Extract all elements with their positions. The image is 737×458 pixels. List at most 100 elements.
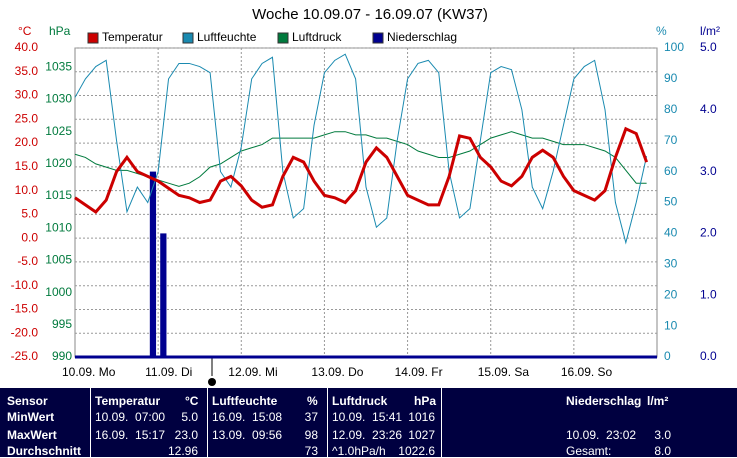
header: °C <box>185 394 199 408</box>
y-tick-label: 1035 <box>45 59 72 73</box>
table-cell: 12.09. 23:26 <box>332 428 403 442</box>
axis-unit: % <box>656 24 667 38</box>
header: Temperatur <box>95 394 161 408</box>
y-tick-label: 40.0 <box>15 40 39 54</box>
y-tick-label: 1.0 <box>700 287 717 301</box>
y-tick-label: 100 <box>664 40 684 54</box>
table-cell: 73 <box>304 444 318 458</box>
y-tick-label: 1005 <box>45 253 72 267</box>
rain-bar <box>149 171 157 357</box>
table-cell: 1022.6 <box>398 444 435 458</box>
y-tick-label: 20.0 <box>15 135 39 149</box>
legend-swatch <box>182 32 194 44</box>
x-tick-label: 13.09. Do <box>311 365 363 379</box>
legend-swatch <box>372 32 384 44</box>
chart-title: Woche 10.09.07 - 16.09.07 (KW37) <box>252 6 488 23</box>
table-cell: 16.09. 15:08 <box>212 410 283 424</box>
header: Luftfeuchte <box>212 394 278 408</box>
y-tick-label: 5.0 <box>21 207 38 221</box>
y-tick-label: 20 <box>664 287 678 301</box>
table-cell: 37 <box>304 410 318 424</box>
y-tick-label: 0 <box>664 349 671 363</box>
header: Niederschlag <box>566 394 642 408</box>
y-tick-label: 0.0 <box>700 349 717 363</box>
y-tick-label: -15.0 <box>11 302 39 316</box>
header: % <box>307 394 318 408</box>
y-tick-label: 80 <box>664 102 678 116</box>
y-tick-label: 10.0 <box>15 183 39 197</box>
table-cell: 8.0 <box>654 444 671 458</box>
x-tick-label: 15.09. Sa <box>478 365 530 379</box>
y-tick-label: 1010 <box>45 220 72 234</box>
y-tick-label: 50 <box>664 195 678 209</box>
separator <box>90 388 91 457</box>
table-cell: 5.0 <box>181 410 198 424</box>
table-cell: 23.0 <box>174 428 198 442</box>
marker-dot <box>208 378 216 386</box>
stats-table: Sensor Temperatur °C Luftfeuchte % Luftd… <box>0 388 737 458</box>
y-tick-label: 3.0 <box>700 164 717 178</box>
legend-label: Niederschlag <box>387 30 457 44</box>
y-tick-label: 35.0 <box>15 64 39 78</box>
series-line <box>74 126 649 214</box>
y-tick-label: 30.0 <box>15 88 39 102</box>
plot-frame <box>74 47 658 358</box>
header: hPa <box>414 394 437 408</box>
table-cell: 1016 <box>408 410 435 424</box>
y-tick-label: 1000 <box>45 285 72 299</box>
y-tick-label: 70 <box>664 133 678 147</box>
table-cell: 10.09. 07:00 <box>95 410 166 424</box>
y-tick-label: 4.0 <box>700 102 717 116</box>
x-tick-label: 12.09. Mi <box>228 365 277 379</box>
legend-label: Luftfeuchte <box>197 30 257 44</box>
table-cell: 10.09. 23:02 <box>566 428 637 442</box>
separator <box>207 388 208 457</box>
y-tick-label: 0.0 <box>21 230 38 244</box>
y-tick-label: 30 <box>664 256 678 270</box>
y-tick-label: 25.0 <box>15 111 39 125</box>
header: Sensor <box>7 394 48 408</box>
header: Luftdruck <box>332 394 388 408</box>
table-cell: MaxWert <box>7 428 57 442</box>
table-cell: 1027 <box>408 428 435 442</box>
y-tick-label: 2.0 <box>700 226 717 240</box>
y-tick-label: 60 <box>664 164 678 178</box>
table-cell: 3.0 <box>654 428 671 442</box>
y-tick-label: -5.0 <box>17 254 38 268</box>
y-tick-label: 5.0 <box>700 40 717 54</box>
header: l/m² <box>647 394 669 408</box>
legend-swatch <box>277 32 289 44</box>
y-tick-label: 15.0 <box>15 159 39 173</box>
legend-label: Luftdruck <box>292 30 342 44</box>
y-tick-label: 90 <box>664 71 678 85</box>
y-tick-label: 1025 <box>45 124 72 138</box>
table-cell: MinWert <box>7 410 55 424</box>
y-tick-label: 995 <box>52 317 72 331</box>
y-tick-label: -20.0 <box>11 325 39 339</box>
y-tick-label: 990 <box>52 349 72 363</box>
series-line <box>74 53 648 245</box>
x-tick-label: 16.09. So <box>561 365 613 379</box>
table-cell: 10.09. 15:41 <box>332 410 403 424</box>
y-tick-label: 40 <box>664 226 678 240</box>
y-tick-label: -25.0 <box>11 349 39 363</box>
x-tick-label: 14.09. Fr <box>395 365 443 379</box>
separator <box>327 388 328 457</box>
table-cell: 12.96 <box>167 444 198 458</box>
y-tick-label: 1015 <box>45 188 72 202</box>
table-cell: 98 <box>304 428 318 442</box>
table-cell: 16.09. 15:17 <box>95 428 166 442</box>
y-tick-label: -10.0 <box>11 278 39 292</box>
table-cell: 13.09. 09:56 <box>212 428 283 442</box>
rain-bar <box>160 233 167 357</box>
chart: Woche 10.09.07 - 16.09.07 (KW37) °C hPa … <box>11 6 720 386</box>
separator <box>441 388 442 457</box>
axis-unit: °C <box>18 24 32 38</box>
x-tick-label: 10.09. Mo <box>62 365 116 379</box>
axis-unit: hPa <box>49 24 71 38</box>
axis-unit: l/m² <box>700 24 720 38</box>
table-cell: Gesamt: <box>566 444 612 458</box>
y-tick-label: 1030 <box>45 92 72 106</box>
x-tick-label: 11.09. Di <box>145 365 192 379</box>
